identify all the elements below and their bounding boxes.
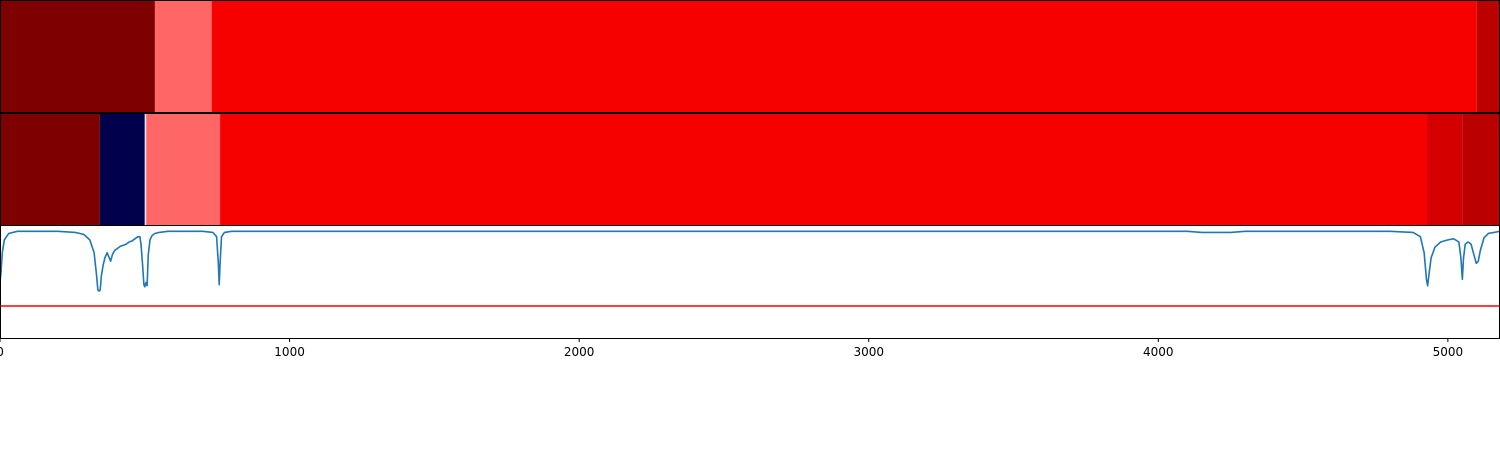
series-line [0,230,1500,292]
heatmap-cell-2-2 [99,114,145,225]
heatmap-cell-2-7 [1462,114,1500,225]
x-axis: 0 1000 2000 3000 4000 5000 [0,338,1463,359]
x-tick-label: 2000 [564,345,595,359]
heatmap-cell-1-3 [211,1,1477,112]
heatmap-cell-2-1 [0,114,100,225]
heatmap-cell-2-6 [1427,114,1463,225]
x-tick-label: 5000 [1433,345,1464,359]
heatmap-cell-1-1 [0,1,155,112]
x-tick-label: 1000 [274,345,305,359]
heatmap-cell-2-4 [146,114,221,225]
heatmap-cell-2-3 [144,114,147,225]
heatmap-cell-2-5 [220,114,1428,225]
line-panel [0,226,1500,339]
heatmap-cell-1-2 [154,1,212,112]
heatmap-row-1 [0,0,1500,113]
heatmap-layer [0,0,1500,226]
heatmap-row-2 [0,113,1500,226]
x-tick-label: 3000 [853,345,884,359]
x-tick-label: 4000 [1143,345,1174,359]
x-tick-label: 0 [0,345,4,359]
heatmap-cell-1-4 [1476,1,1500,112]
